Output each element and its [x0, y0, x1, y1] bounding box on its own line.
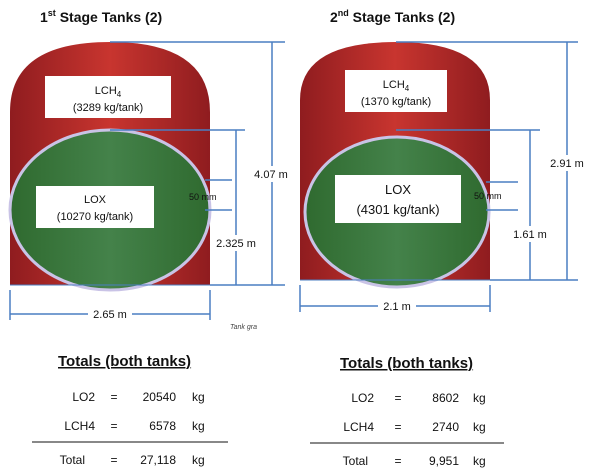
stage2-totals-row-value: 2740: [432, 420, 459, 434]
stage2-lox-label-box: [335, 175, 461, 223]
stage2-totals-row-value: 9,951: [429, 454, 459, 468]
stage2-height-label: 2.91 m: [550, 158, 584, 170]
stage2-totals-heading: Totals (both tanks): [340, 355, 473, 372]
stage1-totals-row-name: LCH4: [64, 419, 95, 433]
stage2-totals-row-name: Total: [343, 454, 368, 468]
stage1-height-label: 4.07 m: [254, 169, 288, 181]
stage2-totals-row-value: 8602: [432, 391, 459, 405]
stage1-totals-row-unit: kg: [192, 453, 205, 467]
stage2-totals-row-eq: =: [394, 391, 401, 405]
stage1-totals-heading: Totals (both tanks): [58, 353, 191, 370]
stage1-totals-row-value: 27,118: [140, 453, 176, 467]
stage1-totals-row-name: Total: [60, 453, 85, 467]
stage2-title: 2nd Stage Tanks (2): [330, 8, 455, 25]
stage1-lch4-label-box: [45, 76, 171, 118]
stage2-gap-label: 50 mm: [474, 191, 502, 201]
stage1-totals-row-eq: =: [110, 390, 117, 404]
stage2-totals-row-eq: =: [394, 454, 401, 468]
stage1-title: 1st Stage Tanks (2): [40, 8, 162, 25]
stage2-lch4-label-box: [345, 70, 447, 112]
stage2-lox-mass: (4301 kg/tank): [356, 202, 439, 217]
stage2-lox-label: LOX: [385, 182, 411, 197]
stage1-lox-height-label: 2.325 m: [216, 238, 256, 250]
stage1-totals-row-unit: kg: [192, 419, 205, 433]
stage1-totals-row-value: 6578: [149, 419, 176, 433]
stage2-lch4-mass: (1370 kg/tank): [361, 96, 431, 108]
stage2-totals: Totals (both tanks) LO2 = 8602 kg LCH4 =…: [310, 355, 504, 468]
stage2-lch4-label: LCH4: [383, 79, 410, 93]
stage1-lox-mass: (10270 kg/tank): [57, 211, 133, 223]
stage1-totals-row-unit: kg: [192, 390, 205, 404]
stage1-lox-label: LOX: [84, 194, 107, 206]
stage2-totals-row-unit: kg: [473, 420, 486, 434]
stage1-lch4-mass: (3289 kg/tank): [73, 102, 143, 114]
stage1-lox-label-box: [36, 186, 154, 228]
stage2-totals-row-unit: kg: [473, 391, 486, 405]
stage1-note: Tank gra: [230, 324, 257, 331]
stage1-totals-row-eq: =: [110, 453, 117, 467]
stage2-diameter-label: 2.1 m: [383, 301, 411, 313]
stage2-totals-row-name: LO2: [351, 391, 374, 405]
stage1-lch4-label: LCH4: [95, 85, 122, 99]
stage1-diameter-label: 2.65 m: [93, 309, 127, 321]
stage2-totals-row-eq: =: [394, 420, 401, 434]
stage2-totals-row-name: LCH4: [343, 420, 374, 434]
stage1-totals-row-eq: =: [110, 419, 117, 433]
stage1-totals-row-value: 20540: [143, 390, 177, 404]
stage1-totals: Totals (both tanks) LO2 = 20540 kg LCH4 …: [32, 353, 228, 467]
stage1-gap-label: 50 mm: [189, 192, 217, 202]
stage2-lox-height-label: 1.61 m: [513, 229, 547, 241]
stage2-totals-row-unit: kg: [473, 454, 486, 468]
stage1-totals-row-name: LO2: [72, 390, 95, 404]
